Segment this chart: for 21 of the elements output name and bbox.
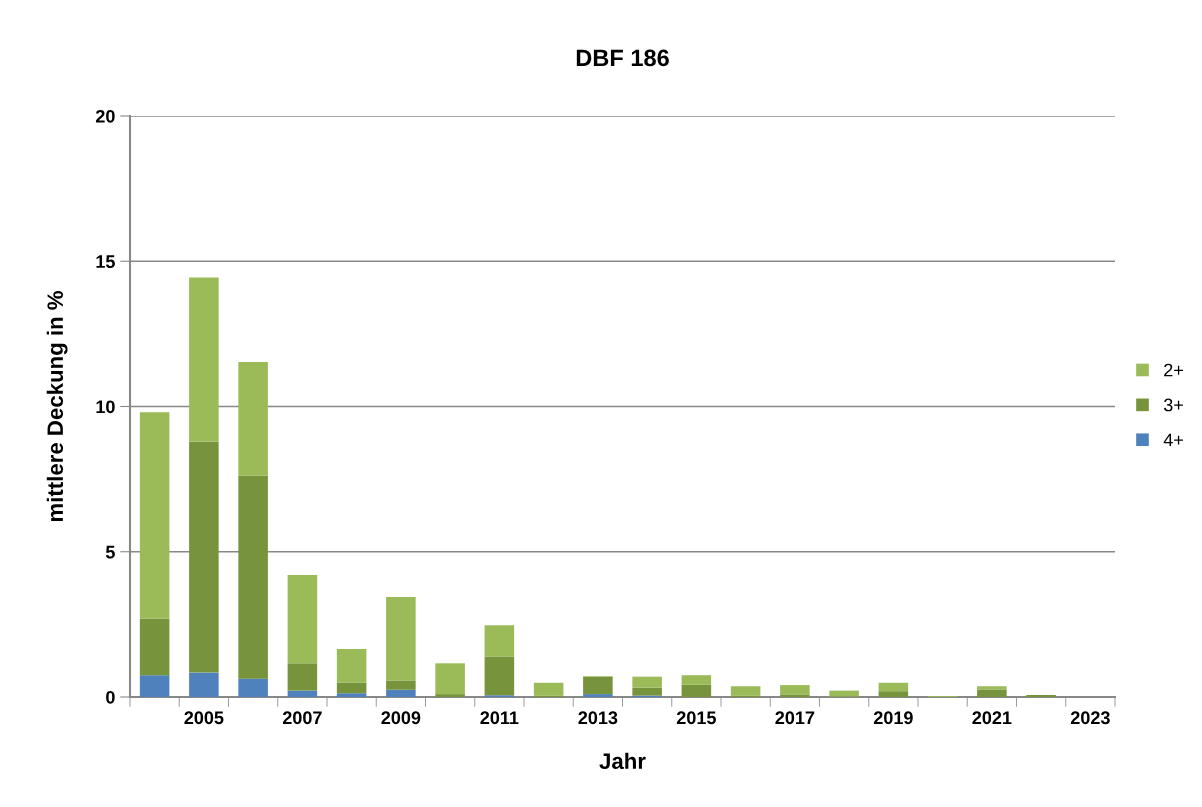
chart-title: DBF 186 [576, 49, 669, 67]
y-tick-label: 10 [96, 400, 115, 414]
x-tick-label: 2023 [1070, 711, 1110, 725]
y-axis-title: mittlere Deckung in % [46, 291, 68, 522]
x-tick-label: 2017 [775, 711, 815, 725]
x-tick-label: 2005 [184, 711, 224, 725]
x-tick-label: 2011 [480, 711, 519, 725]
legend-label: 2+ [1164, 363, 1183, 377]
x-tick-label: 2009 [381, 711, 421, 725]
y-tick-label: 5 [105, 545, 115, 559]
y-tick-label: 0 [106, 690, 115, 704]
x-tick-label: 2013 [578, 711, 618, 725]
y-tick-label: 20 [95, 109, 115, 123]
y-tick-label: 15 [96, 255, 115, 268]
x-tick-label: 2015 [676, 711, 716, 725]
legend-label: 4+ [1163, 433, 1183, 447]
x-axis-title: Jahr [599, 752, 646, 770]
x-tick-label: 2007 [282, 711, 322, 725]
x-tick-label: 2021 [972, 711, 1012, 725]
x-tick-label: 2019 [873, 711, 913, 725]
legend-label: 3+ [1163, 398, 1183, 412]
